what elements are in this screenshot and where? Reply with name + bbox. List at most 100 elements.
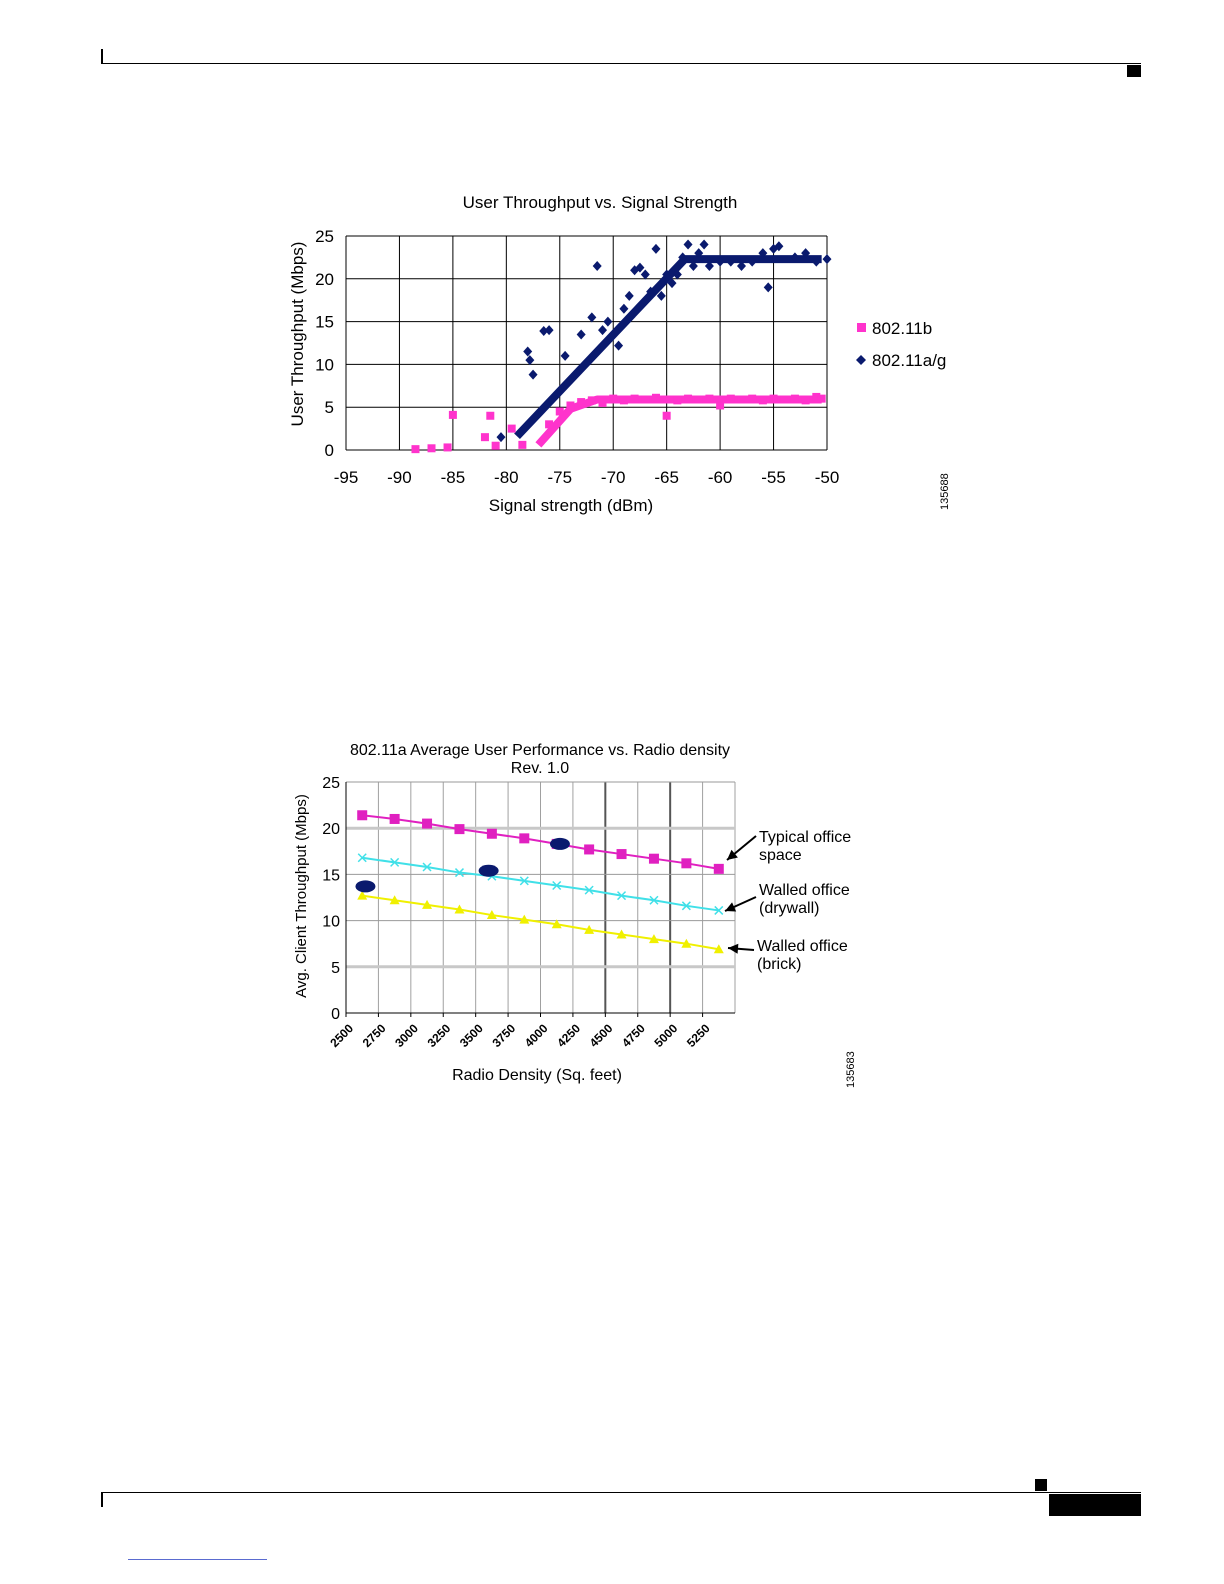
chart1-point-802-11b: [651, 393, 660, 402]
chart1-x-tick-label: -90: [387, 468, 412, 487]
chart1-point-802-11ag: [688, 260, 698, 271]
chart2-x-tick-label: 3750: [489, 1021, 518, 1050]
chart2-annotation-label: (brick): [757, 956, 801, 973]
chart2-grid: [345, 781, 736, 1014]
chart2-highlight-point: [549, 837, 570, 850]
chart2-annotation-label: (drywall): [759, 900, 819, 917]
chart1-x-tick-label: -80: [494, 468, 519, 487]
chart1-point-802-11ag: [624, 290, 634, 301]
chart2-point-typical-office: [486, 828, 497, 839]
chart1-point-802-11b: [480, 433, 489, 442]
chart1-point-802-11b: [448, 410, 457, 419]
chart1-point-802-11b: [566, 401, 575, 410]
chart1-point-802-11b: [641, 395, 650, 404]
chart2-x-tick-label: 4000: [522, 1021, 551, 1050]
arrowhead-icon: [728, 943, 739, 954]
chart1-point-802-11ag: [603, 316, 613, 327]
chart1-point-802-11b: [587, 396, 596, 405]
chart2-series-line: [362, 814, 719, 870]
chart2-point-walled-brick: [357, 890, 368, 900]
chart2-title: 802.11a Average User Performance vs. Rad…: [350, 742, 730, 759]
chart2-highlight-point: [355, 880, 376, 893]
chart2-point-typical-office: [519, 833, 530, 844]
chart2-x-tick-label: 4250: [554, 1021, 583, 1050]
chart1-point-802-11ag: [715, 256, 725, 267]
chart1-point-802-11ag: [801, 248, 811, 259]
chart1-x-tick-label: -85: [441, 468, 466, 487]
chart2-point-walled-drywall: [357, 853, 367, 863]
chart1-point-802-11b: [684, 394, 693, 403]
chart1-x-tick-label: -60: [708, 468, 733, 487]
chart1-point-802-11ag: [662, 269, 672, 280]
chart1-point-802-11b: [619, 396, 628, 405]
chart1-point-802-11b: [598, 398, 607, 407]
chart1-point-802-11ag: [699, 239, 709, 250]
chart1-point-802-11ag: [683, 239, 693, 250]
chart1-y-tick-label: 25: [315, 227, 334, 246]
chart1-point-802-11ag: [736, 260, 746, 271]
chart1-point-802-11ag: [790, 252, 800, 263]
chart1-trendline: [535, 395, 822, 448]
chart1-point-802-11b: [518, 440, 527, 449]
chart1-points: [411, 239, 832, 454]
chart2-x-tick-label: 2500: [327, 1021, 356, 1050]
chart2-y-tick-label: 5: [331, 960, 340, 977]
chart1-figure-id: 135688: [939, 473, 951, 510]
chart2-tick-labels: 0 5 10 15 20 25 2500 2750 3000 3250 3500 3750 4000 42…: [322, 775, 713, 1050]
chart1-point-802-11ag: [763, 282, 773, 293]
footer-rule: [101, 1492, 1141, 1493]
chart1-y-tick-label: 5: [325, 398, 334, 417]
chart1-point-802-11b: [609, 394, 618, 403]
chart1-point-802-11b: [694, 395, 703, 404]
chart1-grid: [345, 235, 828, 451]
chart2-series-line: [362, 894, 719, 951]
chart1-point-802-11b: [758, 396, 767, 405]
chart2-point-walled-drywall: [714, 905, 724, 915]
chart2-point-walled-brick: [454, 904, 465, 914]
chart2-y-tick-label: 15: [322, 867, 340, 884]
chart2-point-typical-office: [389, 813, 400, 824]
chart1-point-802-11b: [411, 445, 420, 454]
header-corner-marker: [1127, 65, 1141, 77]
chart2-point-walled-brick: [616, 929, 627, 939]
chart1-point-802-11ag: [651, 243, 661, 254]
chart2-point-typical-office: [713, 863, 724, 874]
chart2-point-typical-office: [422, 818, 433, 829]
chart2-highlight-point: [478, 864, 499, 877]
chart1-point-802-11b: [443, 443, 452, 452]
chart2-x-marker-stroke: [552, 880, 562, 891]
chart1-point-802-11ag: [587, 312, 597, 323]
chart2-x-marker-stroke: [681, 901, 691, 911]
chart2-point-typical-office: [357, 810, 368, 821]
chart1-point-802-11ag: [667, 278, 677, 289]
chart2-x-tick-label: 5000: [652, 1021, 681, 1050]
chart2-point-walled-brick: [486, 910, 497, 920]
chart2-point-walled-drywall: [422, 862, 432, 872]
chart2-y-tick-label: 10: [322, 914, 340, 931]
chart1-point-802-11ag: [704, 260, 714, 271]
chart1-point-802-11ag: [726, 256, 736, 267]
chart1-point-802-11b: [705, 394, 714, 403]
chart1-point-802-11ag: [694, 248, 704, 259]
page-number-tab: [1049, 1494, 1141, 1516]
chart1-point-802-11ag: [769, 243, 779, 254]
chart1-point-802-11ag: [544, 325, 554, 336]
chart2-x-marker-stroke: [519, 876, 529, 886]
chart1-x-tick-label: -55: [761, 468, 786, 487]
chart2-x-marker-stroke: [390, 857, 400, 867]
chart1-y-axis-label: User Throughput (Mbps): [288, 242, 307, 427]
chart1-point-802-11b: [577, 398, 586, 407]
chart2-y-axis-label: Avg. Client Throughput (Mbps): [293, 794, 310, 998]
chart1-point-802-11ag: [528, 369, 538, 380]
footer-link-underline[interactable]: [128, 1559, 267, 1560]
chart1-point-802-11b: [780, 395, 789, 404]
chart1-point-802-11b: [673, 396, 682, 405]
chart2-subtitle: Rev. 1.0: [511, 760, 570, 777]
chart2-point-walled-drywall: [617, 891, 627, 901]
chart2-x-axis-label: Radio Density (Sq. feet): [452, 1067, 622, 1084]
chart2-point-walled-brick: [681, 938, 692, 948]
chart1-point-802-11b: [790, 394, 799, 403]
chart2-x-tick-label: 3000: [392, 1021, 421, 1050]
chart1-point-802-11ag: [672, 269, 682, 280]
chart1-point-802-11b: [748, 394, 757, 403]
